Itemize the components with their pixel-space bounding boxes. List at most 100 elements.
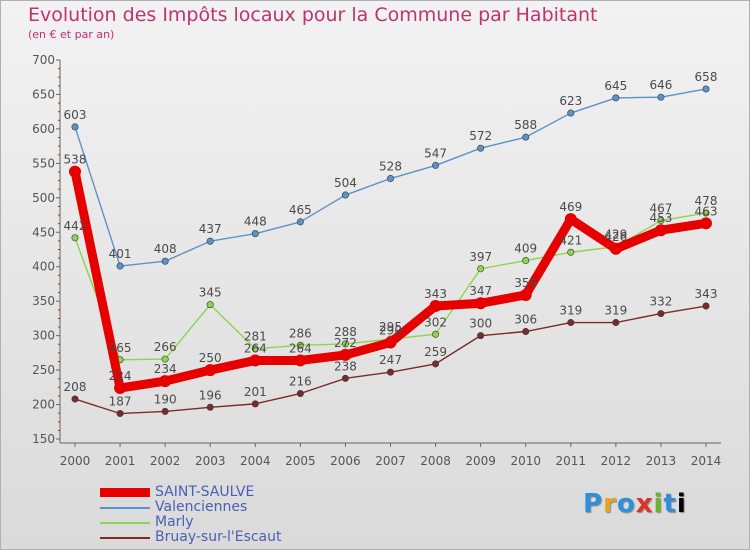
data-label: 504 — [334, 176, 357, 190]
chart-title: Evolution des Impôts locaux pour la Comm… — [28, 4, 598, 26]
data-point — [432, 360, 440, 368]
data-label: 409 — [514, 242, 537, 256]
logo-letter: o — [616, 489, 636, 519]
logo-letter: i — [676, 489, 687, 519]
x-tick-label: 2010 — [510, 454, 541, 468]
data-point — [522, 328, 530, 336]
y-tick-label: 150 — [32, 432, 55, 446]
data-point — [206, 403, 214, 411]
data-point — [522, 133, 530, 141]
data-point — [657, 93, 665, 101]
x-tick-label: 2014 — [691, 454, 722, 468]
x-tick-label: 2009 — [465, 454, 496, 468]
data-label: 216 — [289, 375, 312, 389]
data-point — [567, 319, 575, 327]
data-point — [294, 354, 307, 367]
data-label: 300 — [469, 317, 492, 331]
data-point — [386, 368, 394, 376]
data-label: 359 — [514, 276, 537, 290]
logo-letter: i — [653, 489, 664, 519]
data-point — [432, 330, 440, 338]
data-label: 295 — [379, 320, 402, 334]
data-point — [71, 123, 79, 131]
legend-item-valenciennes: Valenciennes — [100, 499, 330, 515]
logo-letter: P — [583, 489, 604, 519]
data-label: 442 — [64, 219, 87, 233]
data-point — [477, 144, 485, 152]
data-label: 463 — [695, 204, 718, 218]
legend-swatch-marly — [100, 522, 150, 524]
data-point — [522, 257, 530, 265]
data-label: 286 — [289, 326, 312, 340]
data-label: 347 — [469, 284, 492, 298]
data-point — [296, 218, 304, 226]
data-label: 234 — [154, 362, 177, 376]
data-point — [474, 297, 487, 310]
data-label: 332 — [649, 295, 672, 309]
data-point — [251, 230, 259, 238]
data-label: 478 — [695, 194, 718, 208]
legend-swatch-bruay — [100, 537, 150, 539]
data-point — [477, 265, 485, 273]
data-label: 467 — [649, 202, 672, 216]
data-label: 343 — [695, 287, 718, 301]
x-tick-label: 2004 — [240, 454, 271, 468]
logo-letter: t — [663, 489, 677, 519]
data-point — [114, 382, 127, 395]
y-tick-label: 300 — [32, 329, 55, 343]
data-label: 572 — [469, 129, 492, 143]
data-label: 196 — [199, 388, 222, 402]
data-label: 623 — [559, 94, 582, 108]
legend-item-bruay: Bruay-sur-l'Escaut — [100, 529, 330, 545]
data-point — [296, 390, 304, 398]
data-point — [251, 345, 259, 353]
data-label: 437 — [199, 222, 222, 236]
data-label: 265 — [109, 341, 132, 355]
data-label: 201 — [244, 385, 267, 399]
data-point — [657, 217, 665, 225]
data-point — [159, 375, 172, 388]
x-tick-label: 2002 — [150, 454, 181, 468]
data-point — [477, 332, 485, 340]
data-label: 306 — [514, 313, 537, 327]
x-tick-label: 2005 — [285, 454, 316, 468]
data-point — [249, 354, 262, 367]
legend-item-saint-saulve: SAINT-SAULVE — [100, 484, 330, 500]
data-point — [161, 355, 169, 363]
data-point — [339, 348, 352, 361]
data-point — [206, 301, 214, 309]
data-point — [612, 94, 620, 102]
data-point — [206, 237, 214, 245]
data-point — [341, 340, 349, 348]
data-point — [116, 262, 124, 270]
data-point — [386, 175, 394, 183]
data-label: 426 — [604, 230, 627, 244]
data-point — [702, 85, 710, 93]
x-tick-label: 2011 — [556, 454, 587, 468]
data-label: 465 — [289, 203, 312, 217]
data-point — [204, 364, 217, 377]
data-label: 453 — [649, 211, 672, 225]
legend-swatch-valenciennes — [100, 507, 150, 509]
data-label: 528 — [379, 160, 402, 174]
data-point — [161, 407, 169, 415]
proxiti-logo: Proxiti — [583, 489, 687, 519]
data-label: 421 — [559, 233, 582, 247]
legend-label: Marly — [155, 514, 194, 530]
y-tick-label: 250 — [32, 363, 55, 377]
data-label: 429 — [604, 228, 627, 242]
logo-letter: r — [603, 489, 617, 519]
data-label: 187 — [109, 395, 132, 409]
data-label: 547 — [424, 146, 447, 160]
data-label: 469 — [559, 200, 582, 214]
data-point — [341, 191, 349, 199]
data-label: 343 — [424, 287, 447, 301]
data-label: 281 — [244, 330, 267, 344]
data-label: 247 — [379, 353, 402, 367]
data-point — [296, 341, 304, 349]
data-label: 264 — [289, 341, 312, 355]
x-tick-label: 2013 — [646, 454, 677, 468]
data-label: 238 — [334, 359, 357, 373]
